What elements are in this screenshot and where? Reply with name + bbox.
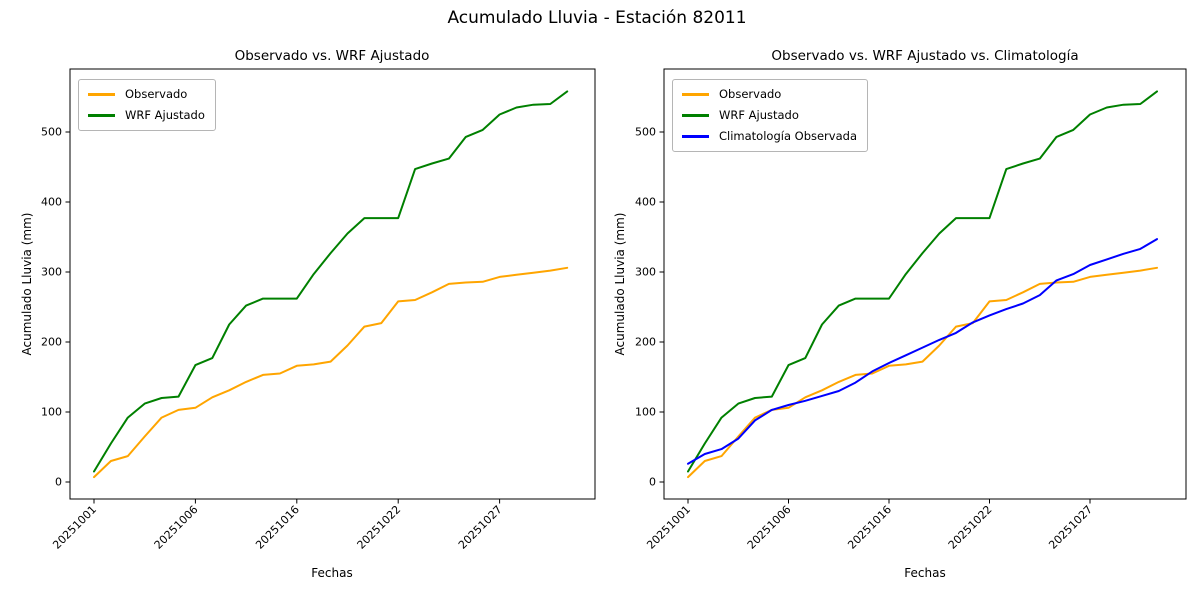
axes-frame [663,68,1187,500]
series-line-wrf-ajustado [687,90,1158,473]
legend-line-swatch [682,93,709,96]
x-tick-label: 20251022 [946,503,995,552]
y-axis-label-right: Acumulado Lluvia (mm) [613,212,627,356]
x-tick-label: 20251022 [355,503,404,552]
y-tick-label: 300 [41,266,62,279]
figure-title: Acumulado Lluvia - Estación 82011 [447,8,747,28]
legend-line-swatch [682,114,709,117]
x-tick-label: 20251016 [845,503,894,552]
y-axis-label-left: Acumulado Lluvia (mm) [20,212,34,356]
y-tick-label: 200 [41,336,62,349]
x-axis-label-left: Fechas [311,566,353,580]
y-tick-label: 300 [635,266,656,279]
axes-frame [69,68,596,500]
x-axis-label-right: Fechas [904,566,946,580]
x-tick-label: 20251027 [1046,503,1095,552]
subplot-title-right: Observado vs. WRF Ajustado vs. Climatolo… [771,48,1079,64]
legend-0: Observado WRF Ajustado [78,79,216,131]
series-line-observado [93,266,569,479]
series-line-climatología-observada [687,238,1158,465]
legend-item: WRF Ajustado [88,108,205,123]
legend-item: Observado [88,87,205,102]
legend-label: WRF Ajustado [125,108,205,122]
y-tick-label: 200 [635,336,656,349]
subplot-title-left: Observado vs. WRF Ajustado [234,48,430,64]
x-tick-label: 20251001 [50,503,99,552]
legend-label: Observado [719,87,782,101]
legend-line-swatch [682,135,709,138]
series-line-observado [687,266,1158,479]
y-tick-label: 500 [41,126,62,139]
legend-label: Climatología Observada [719,129,857,143]
x-tick-label: 20251006 [745,503,794,552]
y-tick-label: 0 [55,476,62,489]
legend-item: WRF Ajustado [682,108,857,123]
y-tick-label: 100 [41,406,62,419]
y-tick-label: 400 [41,196,62,209]
legend-line-swatch [88,93,115,96]
legend-label: Observado [125,87,188,101]
y-tick-label: 100 [635,406,656,419]
subplot-0: 0 100 200 300 400 500 20251001 20251006 20251016… [41,68,596,552]
series-line-wrf-ajustado [93,90,569,473]
x-tick-label: 20251027 [456,503,505,552]
x-tick-label: 20251001 [644,503,693,552]
legend-item: Observado [682,87,857,102]
legend-line-swatch [88,114,115,117]
x-tick-label: 20251016 [253,503,302,552]
legend-item: Climatología Observada [682,129,857,144]
y-tick-label: 500 [635,126,656,139]
legend-1: Observado WRF Ajustado Climatología Observ… [672,79,868,152]
y-tick-label: 400 [635,196,656,209]
x-tick-label: 20251006 [152,503,201,552]
legend-label: WRF Ajustado [719,108,799,122]
y-tick-label: 0 [649,476,656,489]
